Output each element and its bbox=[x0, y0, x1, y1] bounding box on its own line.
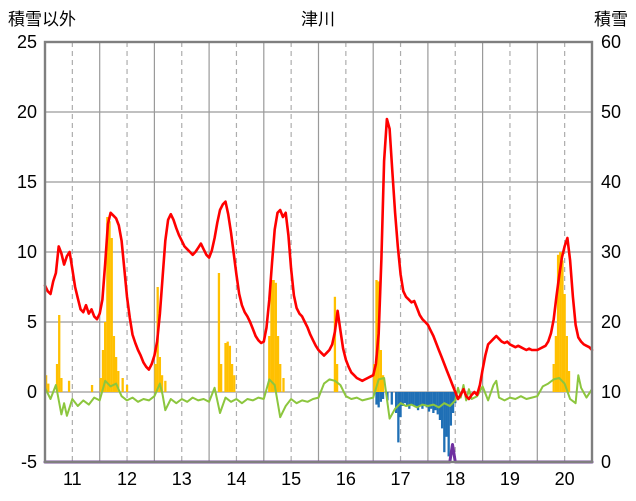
svg-text:16: 16 bbox=[336, 469, 356, 489]
right-axis-title: 積雪 bbox=[594, 10, 628, 29]
svg-text:25: 25 bbox=[17, 32, 37, 52]
svg-text:40: 40 bbox=[601, 172, 621, 192]
svg-text:60: 60 bbox=[601, 32, 621, 52]
svg-text:20: 20 bbox=[601, 312, 621, 332]
svg-text:19: 19 bbox=[500, 469, 520, 489]
svg-text:10: 10 bbox=[17, 242, 37, 262]
svg-text:20: 20 bbox=[17, 102, 37, 122]
svg-text:17: 17 bbox=[391, 469, 411, 489]
svg-text:-5: -5 bbox=[21, 452, 37, 472]
svg-text:15: 15 bbox=[281, 469, 301, 489]
svg-text:5: 5 bbox=[27, 312, 37, 332]
svg-text:10: 10 bbox=[601, 382, 621, 402]
svg-text:20: 20 bbox=[555, 469, 575, 489]
svg-text:30: 30 bbox=[601, 242, 621, 262]
svg-text:18: 18 bbox=[445, 469, 465, 489]
svg-text:50: 50 bbox=[601, 102, 621, 122]
left-axis-title: 積雪以外 bbox=[8, 10, 76, 29]
svg-text:14: 14 bbox=[226, 469, 246, 489]
svg-text:15: 15 bbox=[17, 172, 37, 192]
chart-title: 津川 bbox=[301, 10, 335, 29]
svg-text:11: 11 bbox=[63, 469, 82, 489]
svg-text:0: 0 bbox=[27, 382, 37, 402]
svg-text:13: 13 bbox=[172, 469, 192, 489]
svg-text:0: 0 bbox=[601, 452, 611, 472]
svg-text:12: 12 bbox=[117, 469, 137, 489]
